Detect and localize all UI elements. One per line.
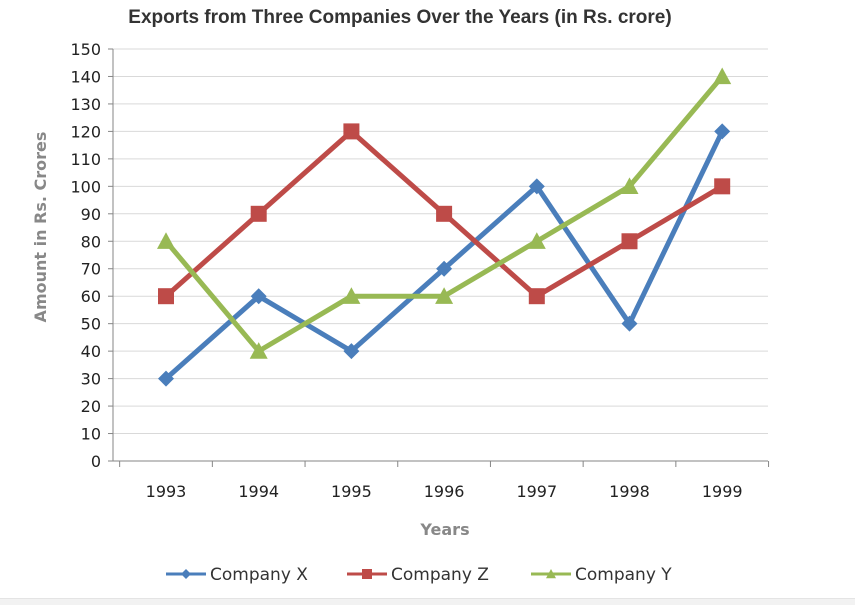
data-point-company-y — [620, 177, 639, 194]
y-tick-label: 60 — [81, 287, 101, 306]
data-point-company-y — [435, 287, 454, 304]
bottom-strip — [0, 598, 855, 605]
y-tick-labels: 0 10 20 30 40 50 60 70 80 90 100 110 120 130 140 150 — [70, 40, 101, 471]
data-point-company-y — [527, 232, 546, 249]
x-tick-label: 1995 — [331, 482, 372, 501]
series-company-x — [158, 123, 731, 387]
series-company-z — [158, 123, 731, 305]
legend-label-company-x: Company X — [210, 565, 308, 585]
data-point-company-z — [621, 233, 638, 250]
y-tick-label: 30 — [81, 370, 101, 389]
series-group — [157, 67, 732, 387]
x-axis-label: Years — [419, 520, 469, 539]
x-tick-label: 1997 — [516, 482, 557, 501]
data-point-company-z — [714, 178, 731, 195]
data-point-company-x — [621, 315, 638, 332]
data-point-company-z — [436, 205, 453, 222]
data-point-company-x — [528, 178, 545, 195]
y-tick-label: 50 — [81, 315, 101, 334]
data-point-company-z — [250, 205, 267, 222]
axes — [108, 48, 770, 467]
legend-marker-company-z — [362, 569, 372, 579]
legend: Company X Company Z Company Y — [166, 565, 672, 585]
x-tick-label: 1999 — [702, 482, 743, 501]
x-tick-label: 1994 — [238, 482, 279, 501]
legend-item-company-y: Company Y — [531, 565, 672, 585]
y-tick-label: 20 — [81, 397, 101, 416]
data-point-company-x — [343, 343, 360, 360]
x-tick-label: 1993 — [146, 482, 187, 501]
data-point-company-x — [250, 288, 267, 305]
y-tick-label: 70 — [81, 260, 101, 279]
y-tick-label: 120 — [70, 122, 101, 141]
data-point-company-x — [714, 123, 731, 140]
legend-label-company-z: Company Z — [391, 565, 489, 585]
legend-marker-company-y — [546, 569, 556, 579]
y-tick-label: 90 — [81, 205, 101, 224]
y-tick-label: 100 — [70, 177, 101, 196]
y-tick-label: 40 — [81, 342, 101, 361]
x-tick-label: 1998 — [609, 482, 650, 501]
y-tick-label: 110 — [70, 150, 101, 169]
data-point-company-x — [158, 370, 174, 387]
data-point-company-x — [436, 260, 453, 277]
y-tick-label: 140 — [70, 67, 101, 86]
data-point-company-z — [528, 288, 545, 305]
y-tick-label: 80 — [81, 232, 101, 251]
x-tick-labels: 1993 1994 1995 1996 1997 1998 1999 — [146, 482, 743, 501]
data-point-company-y — [249, 342, 268, 359]
y-tick-label: 130 — [70, 95, 101, 114]
data-point-company-z — [343, 123, 360, 140]
x-tick-label: 1996 — [424, 482, 465, 501]
y-tick-label: 10 — [81, 425, 101, 444]
data-point-company-z — [158, 288, 174, 305]
legend-item-company-z: Company Z — [347, 565, 489, 585]
y-tick-label: 0 — [91, 452, 101, 471]
y-axis-label: Amount in Rs. Crores — [31, 132, 50, 323]
legend-marker-company-x — [181, 569, 191, 579]
data-point-company-y — [342, 287, 361, 304]
data-point-company-y — [157, 232, 175, 249]
y-tick-label: 150 — [70, 40, 101, 59]
data-point-company-y — [713, 67, 732, 85]
legend-label-company-y: Company Y — [575, 565, 672, 585]
chart-title: Exports from Three Companies Over the Ye… — [128, 7, 671, 28]
series-company-y — [157, 67, 732, 359]
legend-item-company-x: Company X — [166, 565, 308, 585]
